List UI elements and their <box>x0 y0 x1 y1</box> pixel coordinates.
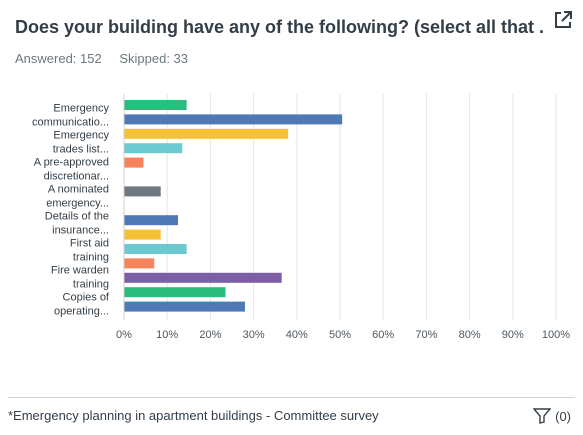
x-tick-label: 90% <box>502 329 524 341</box>
category-label: A nominated <box>48 184 109 196</box>
category-label: emergency... <box>46 198 109 210</box>
category-label: operating... <box>54 306 109 318</box>
bar <box>124 128 289 139</box>
x-tick-label: 0% <box>116 329 132 341</box>
x-tick-label: 40% <box>286 329 308 341</box>
x-tick-label: 80% <box>459 329 481 341</box>
footer-divider <box>8 397 575 398</box>
response-stats: Answered: 152 Skipped: 33 <box>15 51 202 66</box>
filter-button[interactable]: (0) <box>533 408 571 424</box>
bar <box>124 157 144 168</box>
bar <box>124 143 183 154</box>
bar <box>124 272 282 283</box>
category-label: First aid <box>70 238 109 250</box>
category-label: Details of the <box>45 211 109 223</box>
category-label: training <box>73 252 109 264</box>
bar <box>124 258 155 269</box>
answered-count: Answered: 152 <box>15 51 102 66</box>
skipped-count: Skipped: 33 <box>119 51 189 66</box>
bar <box>124 186 161 197</box>
category-label: trades list... <box>53 144 109 156</box>
bar <box>124 229 161 240</box>
x-tick-label: 70% <box>415 329 437 341</box>
category-label: Emergency <box>53 103 109 115</box>
category-label: Fire warden <box>51 265 109 277</box>
bar <box>124 215 178 226</box>
filter-count: (0) <box>555 408 571 424</box>
chart-svg: 0% 10% 20% 30% 40% 50% 60% 70% 80% 90% 100% Emergen… <box>32 94 570 341</box>
x-tick-label: 30% <box>243 329 265 341</box>
category-label: Copies of <box>63 292 110 304</box>
category-label: A pre-approved <box>34 157 109 169</box>
bar <box>124 301 245 312</box>
bar-chart: 0% 10% 20% 30% 40% 50% 60% 70% 80% 90% 100% Emergen… <box>0 88 583 358</box>
filter-icon <box>533 408 552 424</box>
category-label: communicatio... <box>32 117 109 129</box>
x-tick-label: 10% <box>156 329 178 341</box>
survey-name: *Emergency planning in apartment buildin… <box>8 408 379 423</box>
bar <box>124 244 187 254</box>
bar <box>124 287 226 298</box>
bar <box>124 100 187 110</box>
category-label: insurance... <box>52 225 109 237</box>
x-tick-label: 100% <box>542 329 570 341</box>
bar <box>124 114 343 125</box>
category-label: discretionar... <box>44 171 109 183</box>
x-tick-label: 60% <box>372 329 394 341</box>
external-link-icon[interactable] <box>553 10 573 30</box>
x-tick-label: 20% <box>199 329 221 341</box>
question-title: Does your building have any of the follo… <box>15 17 545 37</box>
category-label: training <box>73 279 109 291</box>
category-label: Emergency <box>53 130 109 142</box>
x-tick-label: 50% <box>329 329 351 341</box>
